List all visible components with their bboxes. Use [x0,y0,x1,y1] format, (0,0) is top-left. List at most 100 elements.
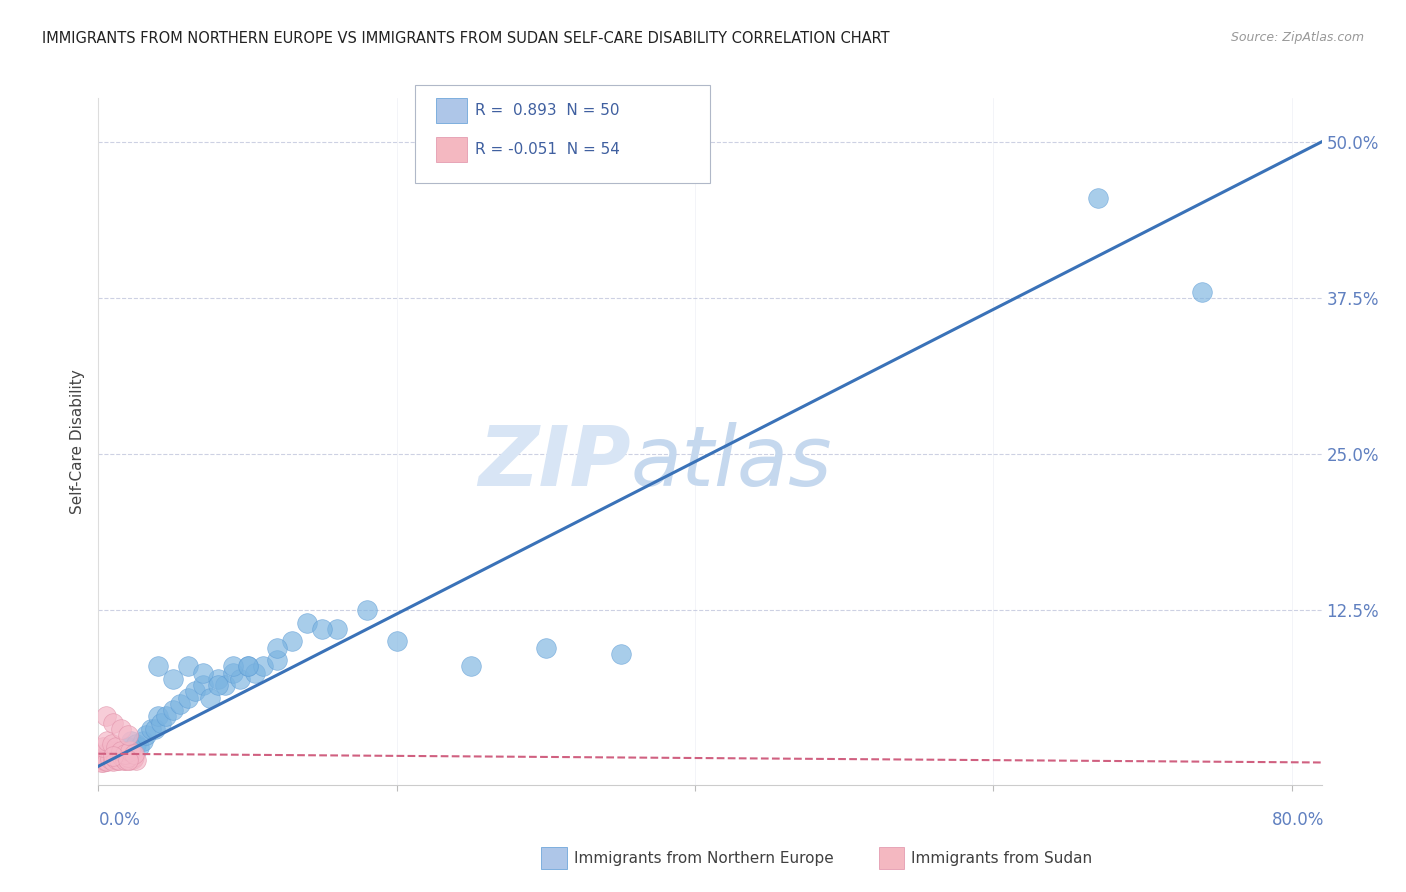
Point [96,750,118,764]
Point [90,753,112,767]
Point [122,750,145,764]
Point [125,737,148,751]
Point [150,715,173,730]
Point [326,622,349,636]
Point [120,734,142,748]
Point [98,752,121,766]
Point [94,754,117,768]
Point [105,740,128,755]
Point [191,665,214,680]
Point [122,747,145,761]
Point [117,753,139,767]
Point [90,756,112,770]
Point [117,728,139,742]
Point [101,747,124,761]
Text: Immigrants from Northern Europe: Immigrants from Northern Europe [574,851,834,865]
Point [609,647,631,661]
Point [121,752,143,766]
Point [103,747,125,762]
Point [103,749,125,764]
Point [281,634,304,648]
Point [139,722,162,736]
Point [114,747,136,761]
Point [108,749,131,764]
Point [110,722,132,736]
Point [221,665,243,680]
Point [266,640,288,655]
Text: ZIP: ZIP [478,422,630,503]
Point [128,740,150,755]
Point [105,749,128,764]
Point [108,753,131,767]
Point [534,640,557,655]
Point [184,684,207,698]
Text: Immigrants from Sudan: Immigrants from Sudan [911,851,1092,865]
Text: R = -0.051  N = 54: R = -0.051 N = 54 [475,143,620,157]
Point [104,744,127,758]
Point [112,753,135,767]
Point [385,634,408,648]
Text: atlas: atlas [630,422,832,503]
Point [135,728,157,742]
Point [103,715,125,730]
Point [117,750,139,764]
Point [155,709,177,723]
Point [117,750,139,764]
Point [146,709,169,723]
Y-axis label: Self-Care Disability: Self-Care Disability [69,369,84,514]
Point [120,749,142,764]
Point [169,697,191,711]
Point [252,659,274,673]
Point [96,754,118,768]
Point [177,659,200,673]
Point [103,747,125,761]
Point [91,747,114,761]
Point [229,672,252,686]
Point [118,753,141,767]
Point [115,752,138,766]
Point [114,749,136,764]
Point [297,615,319,630]
Point [207,678,229,692]
Point [356,603,378,617]
Point [93,752,115,766]
Text: Source: ZipAtlas.com: Source: ZipAtlas.com [1230,31,1364,45]
Point [177,690,200,705]
Point [118,744,141,758]
Point [117,740,139,755]
Point [93,753,115,767]
Point [114,744,136,758]
Point [1087,191,1109,205]
Point [266,653,288,667]
Point [91,756,114,770]
Point [91,740,114,755]
Point [104,753,127,767]
Point [125,753,148,767]
Point [311,622,333,636]
Point [107,753,129,767]
Point [94,747,117,762]
Point [243,665,266,680]
Point [1191,285,1213,299]
Point [107,747,129,761]
Point [207,672,229,686]
Point [146,659,169,673]
Point [101,737,124,751]
Point [98,749,121,764]
Point [162,672,184,686]
Point [101,752,124,766]
Point [94,753,117,767]
Point [105,752,128,766]
Point [111,750,134,764]
Point [460,659,482,673]
Point [103,754,125,768]
Point [236,659,259,673]
Text: 80.0%: 80.0% [1272,811,1324,829]
Point [132,734,155,748]
Point [105,750,128,764]
Text: R =  0.893  N = 50: R = 0.893 N = 50 [475,103,620,118]
Point [236,659,259,673]
Point [111,750,134,764]
Point [162,703,184,717]
Point [98,749,121,764]
